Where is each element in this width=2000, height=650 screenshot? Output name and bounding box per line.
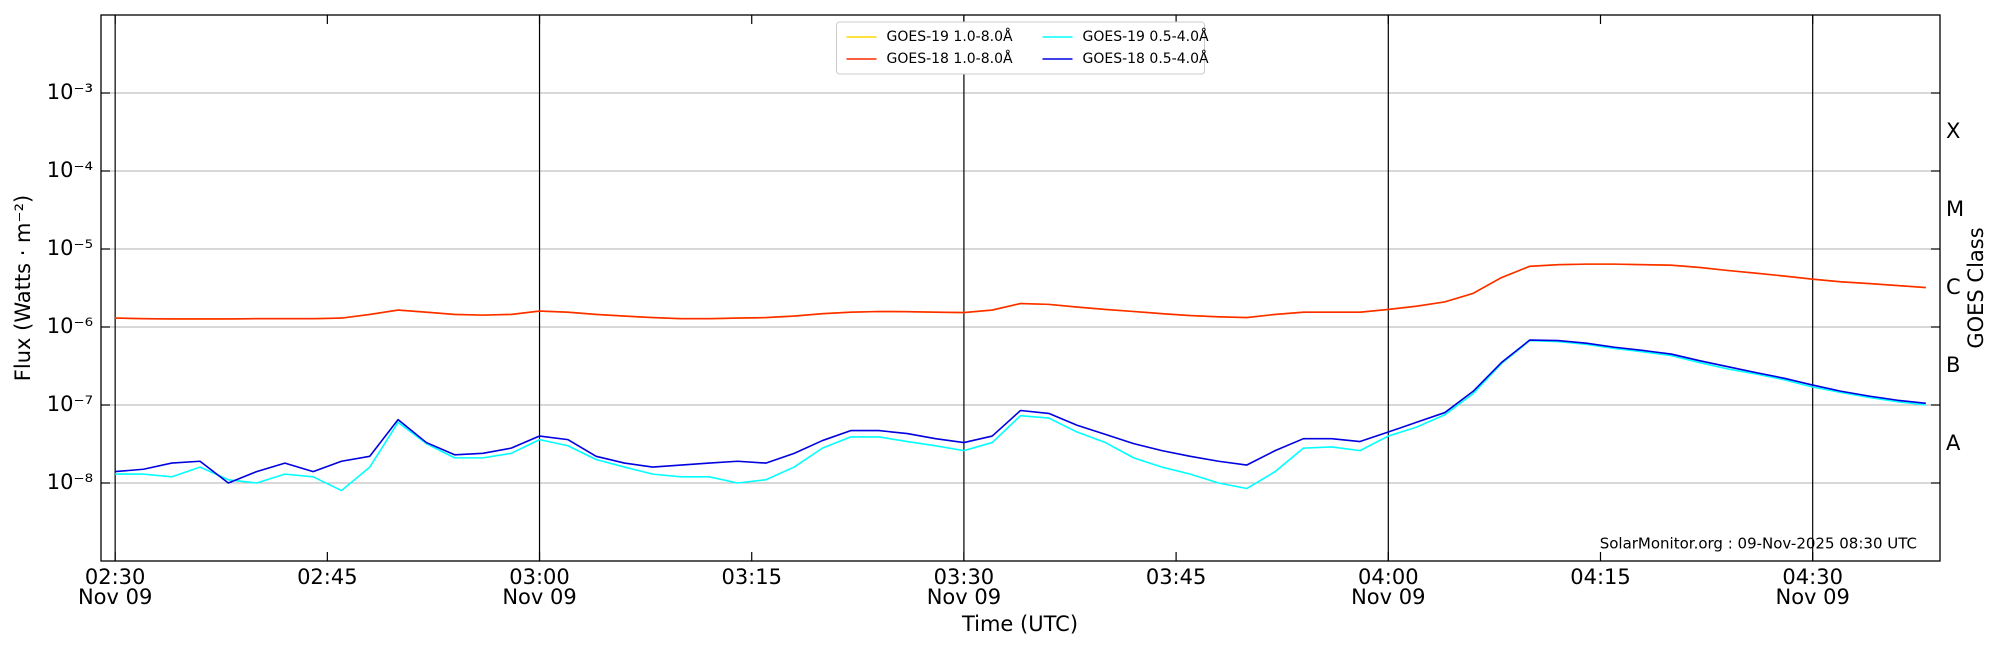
x-tick-date: Nov 09 [502,585,576,609]
y-tick-label: 10⁻⁶ [47,314,93,338]
x-tick-label: 04:15 [1570,565,1631,589]
series-line [115,263,1926,320]
class-label: C [1946,275,1961,299]
legend-box [836,21,1205,75]
x-tick-label: 04:30 [1782,565,1843,589]
annotation: SolarMonitor.org : 09-Nov-2025 08:30 UTC [1600,535,1917,553]
legend-label: GOES-19 1.0-8.0Å [887,28,1013,45]
x-tick-label: 02:30 [85,565,146,589]
series-line [115,263,1926,320]
class-label: A [1946,431,1961,455]
legend-label: GOES-19 0.5-4.0Å [1083,28,1209,45]
class-label: X [1946,119,1960,143]
x-tick-date: Nov 09 [1775,585,1849,609]
series-line [115,339,1926,484]
x-tick-date: Nov 09 [78,585,152,609]
x-tick-date: Nov 09 [1351,585,1425,609]
y-tick-label: 10⁻⁵ [47,236,93,260]
y2-axis-label: GOES Class [1964,227,1988,348]
x-tick-label: 03:00 [509,565,570,589]
y-tick-label: 10⁻⁸ [47,470,93,494]
class-label: M [1946,197,1964,221]
x-axis-label: Time (UTC) [961,612,1078,636]
legend: GOES-19 1.0-8.0Å GOES-18 1.0-8.0Å GOES-19 … [836,21,1209,75]
y-tick-label: 10⁻³ [47,80,93,104]
x-tick-label: 03:45 [1146,565,1207,589]
x-tick-label: 02:45 [297,565,358,589]
class-label: B [1946,353,1960,377]
x-tick-label: 03:30 [934,565,995,589]
x-tick-label: 03:15 [721,565,782,589]
legend-label: GOES-18 0.5-4.0Å [1083,50,1209,67]
plot-frame [100,14,1941,562]
legend-label: GOES-18 1.0-8.0Å [887,50,1013,67]
y-tick-label: 10⁻⁴ [47,158,93,182]
x-tick-label: 04:00 [1358,565,1419,589]
y-axis-label: Flux (Watts · m⁻²) [11,195,35,381]
x-tick-date: Nov 09 [927,585,1001,609]
series-line [115,339,1926,492]
y-tick-label: 10⁻⁷ [47,392,93,416]
